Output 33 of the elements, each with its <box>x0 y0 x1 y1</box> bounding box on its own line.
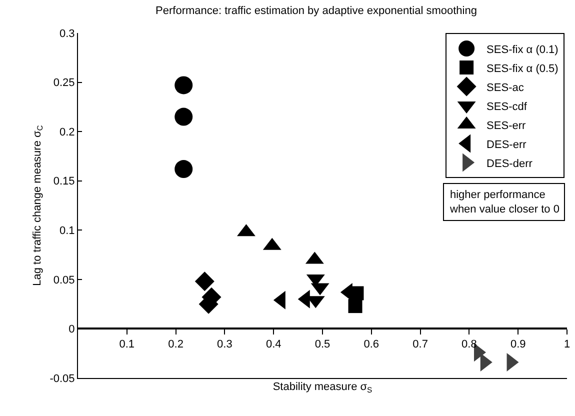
x-tick-label: 0.6 <box>364 338 380 351</box>
legend-label: SES-err <box>486 120 526 132</box>
x-tick-label: 0.9 <box>510 338 526 351</box>
x-tick-label: 1 <box>564 338 570 351</box>
chart-title: Performance: traffic estimation by adaptive exponential smoothing <box>156 4 477 17</box>
point <box>194 272 214 292</box>
point <box>174 160 193 178</box>
legend-label: DES-derr <box>486 158 533 170</box>
y-tick-label: -0.05 <box>50 372 75 385</box>
legend-label: SES-cdf <box>486 100 528 113</box>
x-tick-label: 0.1 <box>119 338 135 351</box>
x-tick-label: 0.2 <box>168 338 184 351</box>
point <box>348 299 362 314</box>
legend-label: SES-fix α (0.5) <box>486 62 558 75</box>
y-tick-label: 0.2 <box>60 126 75 138</box>
x-axis-title: Stability measure σ$_{S}$ <box>272 381 372 395</box>
x-tick-label: 0.7 <box>412 338 428 351</box>
y-tick-label: 0.3 <box>60 28 75 40</box>
annotation: higher performance when value closer to 0 <box>449 189 560 216</box>
legend-label: SES-ac <box>486 82 524 94</box>
y-tick-label: 0.25 <box>53 77 75 90</box>
x-tick-label: 0.3 <box>217 338 232 351</box>
point <box>174 76 193 94</box>
legend-label: SES-fix α (0.1) <box>486 44 558 56</box>
x-tick-label: 0.8 <box>462 338 477 351</box>
y-tick-label: 0.15 <box>53 176 75 188</box>
legend-label: DES-err <box>486 138 527 151</box>
x-tick-label: 0.4 <box>266 338 282 351</box>
x-tick-label: 0.5 <box>314 338 330 351</box>
point <box>174 108 193 126</box>
y-tick-label: 0.1 <box>60 224 75 237</box>
y-tick-label: 0.05 <box>53 274 75 286</box>
y-tick-label: 0 <box>68 324 75 336</box>
